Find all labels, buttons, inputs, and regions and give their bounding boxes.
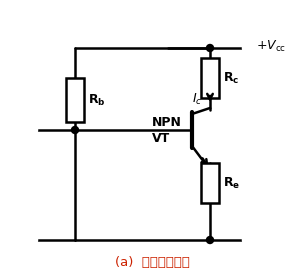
Bar [201,58,219,98]
Text: $I_c$: $I_c$ [191,91,202,106]
Circle shape [207,44,214,51]
Circle shape [207,237,214,244]
Bar [66,78,84,122]
Bar [201,163,219,203]
Text: $\mathbf{R_b}$: $\mathbf{R_b}$ [88,93,106,108]
Text: $\mathbf{R_c}$: $\mathbf{R_c}$ [223,70,239,86]
Circle shape [27,125,37,135]
Circle shape [243,43,253,53]
Text: $\mathbf{R_e}$: $\mathbf{R_e}$ [223,175,240,190]
Text: VT: VT [152,131,170,145]
Text: NPN: NPN [152,115,182,128]
Circle shape [72,126,78,133]
Circle shape [243,235,253,245]
Circle shape [27,235,37,245]
Text: (a)  固定偏置电路: (a) 固定偏置电路 [115,255,189,269]
Text: $+V_{\rm cc}$: $+V_{\rm cc}$ [256,38,286,54]
